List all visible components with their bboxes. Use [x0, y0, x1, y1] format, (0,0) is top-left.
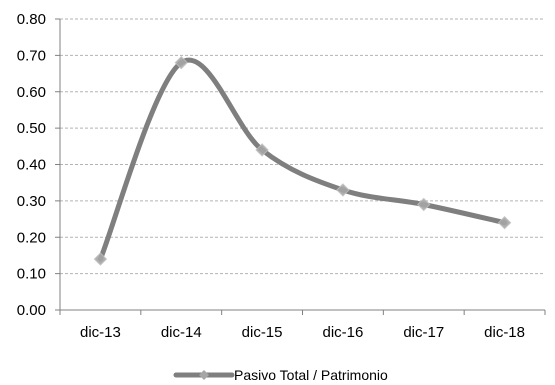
legend: Pasivo Total / Patrimonio — [173, 367, 388, 383]
y-tick-label: 0.60 — [17, 84, 46, 101]
data-point — [93, 252, 108, 266]
axes — [55, 18, 546, 315]
y-tick-label: 0.20 — [17, 229, 46, 246]
x-tick-label: dic-13 — [80, 324, 121, 341]
x-tick-label: dic-18 — [484, 324, 525, 341]
x-tick-label: dic-14 — [161, 324, 202, 341]
data-point — [336, 183, 350, 197]
data-point — [497, 215, 512, 230]
y-tick-label: 0.30 — [17, 193, 46, 210]
x-tick-labels: dic-13 dic-14 dic-15 dic-16 dic-17 dic-18 — [80, 324, 525, 341]
y-tick-label: 0.10 — [17, 266, 46, 283]
legend-label: Pasivo Total / Patrimonio — [234, 367, 388, 383]
y-tick-label: 0.40 — [17, 157, 46, 174]
x-tick-label: dic-16 — [322, 324, 363, 341]
y-tick-labels: 0.00 0.10 0.20 0.30 0.40 0.50 0.60 0.70 0.80 — [17, 11, 46, 319]
legend-marker — [199, 370, 209, 380]
series-line — [97, 57, 508, 262]
data-point — [417, 197, 431, 212]
x-tick-label: dic-15 — [242, 324, 283, 341]
data-point — [255, 143, 269, 157]
y-tick-label: 0.80 — [17, 11, 46, 28]
y-tick-label: 0.70 — [17, 47, 46, 64]
data-point — [174, 55, 188, 70]
series-group — [93, 55, 512, 266]
y-tick-label: 0.00 — [17, 302, 46, 319]
grid-lines — [60, 18, 545, 275]
x-tick-label: dic-17 — [403, 324, 444, 341]
y-tick-label: 0.50 — [17, 120, 46, 137]
